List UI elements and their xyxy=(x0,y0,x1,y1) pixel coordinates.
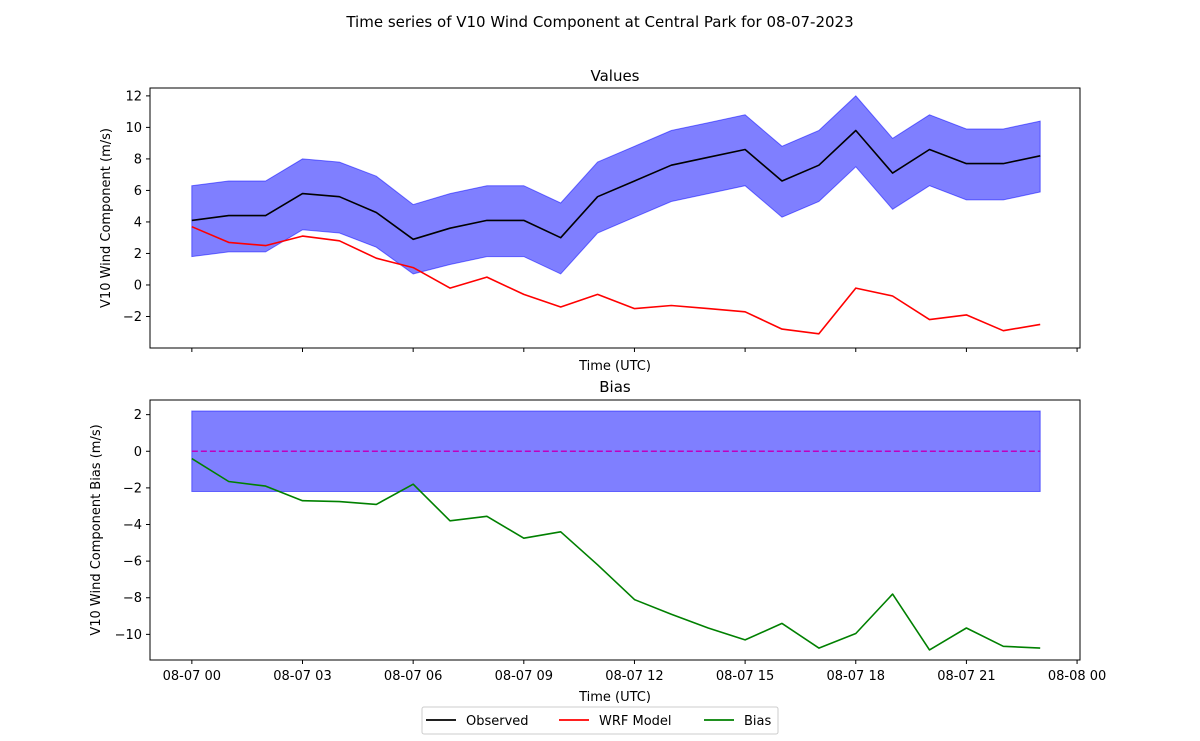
y-tick-label: −2 xyxy=(123,310,142,325)
y-tick-label: 2 xyxy=(134,408,142,423)
figure-title: Time series of V10 Wind Component at Cen… xyxy=(345,13,853,31)
axes-frame xyxy=(149,399,1081,661)
values-panel: 12 10 8 6 4 2 0 −2 Values Time (UTC) V10 Wind Comp… xyxy=(99,67,1081,374)
y-tick-label: 10 xyxy=(125,121,142,136)
y-tick-label: 12 xyxy=(125,89,142,104)
x-axis-label: Time (UTC) xyxy=(578,690,651,705)
x-tick-label: 08-07 15 xyxy=(716,669,774,684)
y-tick-label: −8 xyxy=(123,591,142,606)
series-line-wrf-model xyxy=(191,225,1041,335)
y-axis-label: V10 Wind Component Bias (m/s) xyxy=(89,424,104,635)
x-tick-label: 08-07 00 xyxy=(163,669,221,684)
x-tick-label: 08-07 09 xyxy=(495,669,553,684)
legend-frame xyxy=(421,706,779,735)
series-line-bias xyxy=(191,457,1041,651)
y-tick-label: 0 xyxy=(134,278,142,293)
x-tick-label: 08-07 03 xyxy=(273,669,331,684)
y-tick-label: −2 xyxy=(123,481,142,496)
x-tick-label: 08-07 21 xyxy=(937,669,995,684)
panel-title: Bias xyxy=(599,378,631,396)
x-tick-label: 08-07 18 xyxy=(827,669,885,684)
axes-frame xyxy=(149,87,1081,349)
y-tick-label: −6 xyxy=(123,555,142,570)
y-tick-label: 6 xyxy=(134,184,142,199)
legend-label-observed: Observed xyxy=(466,714,529,729)
y-axis-label: V10 Wind Component (m/s) xyxy=(99,128,114,308)
panel-title: Values xyxy=(590,67,639,85)
x-axis-label: Time (UTC) xyxy=(578,359,651,374)
y-tick-label: 4 xyxy=(134,215,142,230)
y-tick-label: −4 xyxy=(123,518,142,533)
legend: Observed WRF Model Bias xyxy=(421,706,779,735)
x-tick-label: 08-08 00 xyxy=(1048,669,1106,684)
legend-label-wrf-model: WRF Model xyxy=(599,714,672,729)
y-tick-label: 8 xyxy=(134,152,142,167)
x-tick-label: 08-07 12 xyxy=(605,669,663,684)
y-tick-label: −10 xyxy=(115,628,142,643)
y-tick-label: 0 xyxy=(134,445,142,460)
series-line-observed xyxy=(191,129,1041,241)
legend-label-bias: Bias xyxy=(744,714,771,729)
uncertainty-band xyxy=(191,95,1041,275)
bias-panel: 2 0 −2 −4 −6 −8 −10 08-07 00 08-07 03 08-07 06 08-… xyxy=(89,378,1106,705)
y-tick-label: 2 xyxy=(134,247,142,262)
x-tick-label: 08-07 06 xyxy=(384,669,442,684)
